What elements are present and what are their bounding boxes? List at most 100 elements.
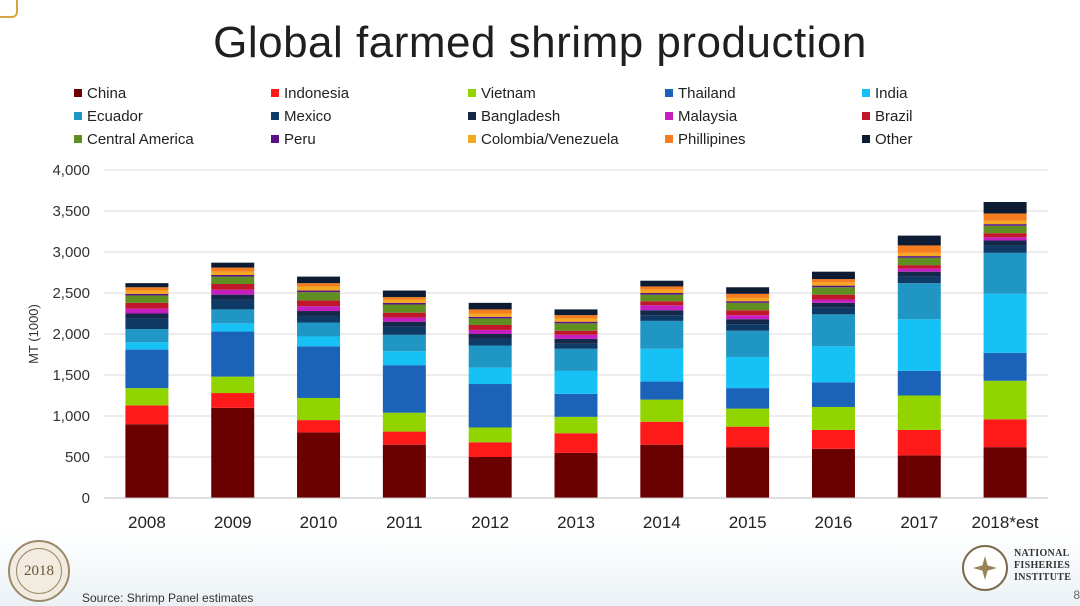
legend-swatch	[468, 135, 476, 143]
bar-segment-china	[297, 432, 341, 498]
bar-segment-vietnam	[125, 388, 169, 406]
bar-segment-vietnam	[983, 380, 1027, 420]
y-tick-label: 0	[82, 490, 90, 507]
x-tick-label: 2009	[214, 513, 252, 532]
bar-segment-other	[211, 262, 255, 268]
legend-swatch	[271, 89, 279, 97]
bar-segment-india	[640, 348, 684, 382]
bar-segment-central-america	[211, 276, 255, 284]
legend-label: Colombia/Venezuela	[481, 130, 619, 148]
bar-segment-central-america	[554, 323, 598, 331]
bar-segment-malaysia	[211, 289, 255, 295]
legend-label: Brazil	[875, 107, 913, 125]
decorative-wave-band	[0, 530, 1080, 606]
legend-label: Central America	[87, 130, 194, 148]
bar-segment-peru	[211, 274, 255, 277]
legend-item: Vietnam	[468, 83, 665, 103]
bar-segment-mexico	[640, 315, 684, 321]
bar-segment-brazil	[125, 302, 169, 309]
bar-segment-thailand	[468, 384, 512, 428]
bar-segment-vietnam	[297, 397, 341, 421]
bar-segment-peru	[983, 224, 1027, 226]
legend-item: Malaysia	[665, 106, 862, 126]
legend-swatch	[468, 112, 476, 120]
y-tick-label: 2,500	[52, 285, 90, 302]
chart-title: Global farmed shrimp production	[213, 18, 867, 67]
x-tick-label: 2011	[386, 513, 423, 532]
bar-segment-indonesia	[211, 393, 255, 408]
bar-segment-malaysia	[297, 306, 341, 312]
legend-swatch	[74, 135, 82, 143]
bar-segment-india	[125, 342, 169, 350]
bar-segment-ecuador	[125, 329, 169, 343]
bar-segment-malaysia	[554, 334, 598, 339]
bar-segment-peru	[726, 301, 770, 303]
bar-segment-china	[554, 452, 598, 498]
bar-segment-peru	[811, 285, 855, 288]
legend-item: Indonesia	[271, 83, 468, 103]
legend-swatch	[271, 112, 279, 120]
bar-segment-phillipines	[211, 267, 255, 272]
bar-segment-vietnam	[811, 406, 855, 430]
bar-segment-brazil	[554, 330, 598, 335]
bar-segment-china	[125, 424, 169, 498]
bar-segment-colombia-venezuela	[468, 313, 512, 317]
bar-segment-mexico	[811, 307, 855, 315]
bar-segment-india	[297, 336, 341, 347]
bar-segment-central-america	[640, 294, 684, 302]
bar-segment-mexico	[125, 318, 169, 330]
legend-label: Thailand	[678, 84, 736, 102]
bar-segment-indonesia	[897, 429, 941, 456]
legend-label: China	[87, 84, 127, 102]
bar-segment-china	[211, 407, 255, 498]
bar-segment-indonesia	[554, 433, 598, 453]
bar-segment-central-america	[897, 257, 941, 266]
bar-segment-bangladesh	[811, 302, 855, 308]
bar-segment-malaysia	[382, 317, 426, 322]
bar-segment-thailand	[211, 331, 255, 377]
bar-segment-mexico	[382, 326, 426, 335]
legend-item: China	[74, 83, 271, 103]
bar-segment-colombia-venezuela	[125, 290, 169, 294]
legend-label: Peru	[284, 130, 316, 148]
bar-segment-mexico	[554, 343, 598, 349]
bar-segment-other	[468, 302, 512, 310]
bar-segment-bangladesh	[297, 311, 341, 316]
bar-segment-brazil	[468, 324, 512, 330]
y-tick-label: 1,000	[52, 408, 90, 425]
legend-label: Phillipines	[678, 130, 746, 148]
bar-segment-malaysia	[726, 315, 770, 320]
bar-segment-indonesia	[468, 442, 512, 457]
x-tick-label: 2018*est	[972, 513, 1039, 532]
compass-star-icon	[962, 545, 1008, 591]
bar-segment-thailand	[554, 393, 598, 417]
bar-segment-thailand	[983, 352, 1027, 381]
bar-segment-bangladesh	[211, 294, 255, 300]
legend-label: Indonesia	[284, 84, 350, 102]
bar-segment-ecuador	[983, 252, 1027, 294]
bar-segment-colombia-venezuela	[211, 271, 255, 275]
bar-segment-phillipines	[640, 286, 684, 290]
bar-segment-phillipines	[811, 279, 855, 283]
x-tick-label: 2017	[900, 513, 938, 532]
y-tick-label: 2,000	[52, 326, 90, 343]
bar-segment-mexico	[297, 315, 341, 323]
bar-segment-india	[211, 323, 255, 332]
bar-segment-phillipines	[468, 309, 512, 314]
bar-segment-central-america	[983, 225, 1027, 234]
y-tick-label: 3,500	[52, 203, 90, 220]
legend-item: Colombia/Venezuela	[468, 129, 665, 149]
institute-line-3: INSTITUTE	[1014, 572, 1072, 583]
legend-swatch	[665, 135, 673, 143]
bar-segment-phillipines	[382, 297, 426, 300]
corner-bookmark-icon	[0, 0, 18, 18]
bar-segment-phillipines	[897, 245, 941, 253]
source-note: Source: Shrimp Panel estimates	[82, 591, 254, 605]
bar-segment-colombia-venezuela	[554, 318, 598, 322]
legend-label: Mexico	[284, 107, 332, 125]
bar-segment-malaysia	[640, 305, 684, 311]
bar-segment-china	[726, 447, 770, 498]
bar-segment-peru	[554, 321, 598, 324]
bar-segment-ecuador	[211, 309, 255, 324]
bar-segment-vietnam	[468, 427, 512, 443]
